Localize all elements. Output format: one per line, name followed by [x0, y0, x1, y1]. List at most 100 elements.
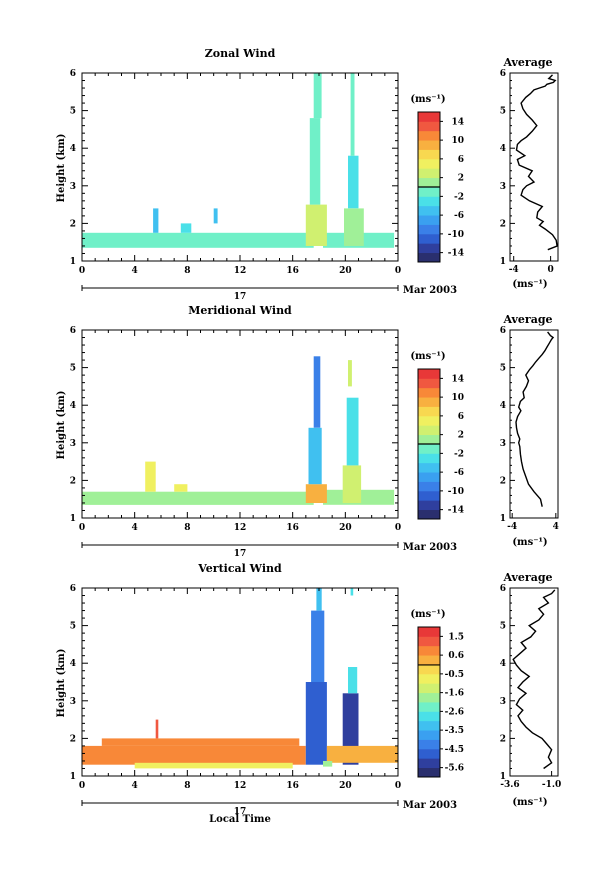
heatmap-cell: [213, 208, 218, 224]
colorbar-swatch: [418, 636, 440, 647]
colorbar-swatch: [418, 415, 440, 426]
date-label: Mar 2003: [403, 285, 457, 296]
average-y-tick-label: 6: [500, 69, 506, 79]
y-tick-label: 3: [70, 697, 76, 707]
average-y-tick-label: 6: [500, 326, 506, 336]
colorbar-swatch: [418, 692, 440, 703]
heatmap-cell: [180, 223, 192, 233]
heatmap-cell: [82, 745, 306, 765]
x-tick-label: 16: [286, 781, 299, 791]
x-tick-label: 12: [234, 266, 247, 276]
average-y-tick-label: 3: [500, 439, 506, 449]
heatmap-cell: [313, 73, 322, 119]
y-axis-label: Height (km): [56, 649, 67, 718]
average-x-tick-label: 4: [553, 522, 559, 532]
colorbar-tick-label: -14: [448, 249, 464, 259]
colorbar-tick-label: -10: [448, 230, 464, 240]
x-tick-label: 20: [339, 266, 352, 276]
x-tick-label: 0: [395, 781, 401, 791]
chart-title: Meridional Wind: [188, 304, 292, 317]
colorbar-swatch: [418, 233, 440, 244]
average-y-tick-label: 5: [500, 622, 506, 632]
colorbar-tick-label: -2.6: [445, 707, 464, 717]
x-tick-label: 8: [184, 523, 190, 533]
heatmap-cell: [348, 667, 358, 694]
average-y-tick-label: 3: [500, 697, 506, 707]
colorbar-swatch: [418, 205, 440, 216]
heatmap-cell: [313, 356, 321, 428]
colorbar-swatch: [418, 187, 440, 197]
average-title: Average: [502, 56, 552, 69]
y-tick-label: 5: [70, 107, 76, 117]
x-tick-label: 0: [79, 781, 85, 791]
colorbar-swatch: [418, 149, 440, 160]
heatmap-cell: [342, 465, 362, 503]
colorbar-tick-label: -14: [448, 506, 464, 516]
x-tick-label: 20: [339, 523, 352, 533]
heatmap-cell: [305, 682, 327, 765]
colorbar-swatch: [418, 252, 440, 263]
average-profile-line: [515, 74, 558, 251]
colorbar-tick-label: -10: [448, 487, 464, 497]
average-y-tick-label: 4: [500, 144, 506, 154]
colorbar-swatch: [418, 224, 440, 235]
average-profile-line: [512, 589, 556, 770]
date-label: Mar 2003: [403, 542, 457, 553]
average-y-tick-label: 1: [500, 772, 506, 782]
zonal-wind-panel: Zonal Wind Average Height (km) (ms⁻¹) Ma…: [56, 47, 559, 302]
average-y-tick-label: 2: [500, 734, 506, 744]
colorbar-swatch: [418, 481, 440, 492]
colorbar-swatch: [418, 673, 440, 684]
heatmap-cell: [174, 484, 188, 492]
colorbar-tick-label: -6: [454, 468, 464, 478]
average-y-tick-label: 4: [500, 659, 506, 669]
x-tick-label: 4: [132, 266, 138, 276]
x-tick-label: 20: [339, 781, 352, 791]
heatmap-layer: [82, 588, 398, 769]
y-tick-label: 4: [70, 144, 76, 154]
colorbar-tick-label: 10: [451, 136, 464, 146]
x-tick-label: 0: [395, 266, 401, 276]
colorbar-tick-label: -5.6: [445, 764, 464, 774]
y-tick-label: 1: [70, 514, 76, 524]
colorbar-swatch: [418, 121, 440, 132]
colorbar-swatch: [418, 490, 440, 501]
colorbar-swatch: [418, 168, 440, 179]
heatmap-layer: [82, 73, 395, 248]
colorbar-tick-label: 6: [458, 412, 464, 422]
colorbar-swatch: [418, 406, 440, 417]
y-tick-label: 2: [70, 219, 76, 229]
colorbar-swatch: [418, 509, 440, 520]
colorbar-tick-label: 2: [458, 431, 464, 441]
colorbar-tick-label: 0.6: [448, 651, 464, 661]
day-label: 17: [234, 549, 247, 559]
colorbar-tick-label: 14: [451, 117, 464, 127]
colorbar-tick-label: -4.5: [445, 745, 464, 755]
average-x-tick-label: -3.6: [500, 780, 519, 790]
colorbar-tick-label: 1.5: [448, 632, 464, 642]
heatmap-cell: [134, 762, 293, 769]
average-y-tick-label: 3: [500, 182, 506, 192]
colorbar-tick-label: 10: [451, 393, 464, 403]
heatmap-cell: [82, 232, 314, 248]
colorbar-swatch: [418, 215, 440, 225]
heatmap-cell: [344, 208, 364, 246]
colorbar-tick-label: -0.5: [445, 670, 464, 680]
colorbar-swatch: [418, 158, 440, 169]
colorbar-swatch: [418, 748, 440, 759]
colorbar-swatch: [418, 720, 440, 731]
colorbar-swatch: [418, 140, 440, 150]
average-frame: [509, 72, 559, 262]
date-label: Mar 2003: [403, 800, 457, 811]
y-tick-label: 3: [70, 182, 76, 192]
heatmap-cell: [101, 738, 300, 746]
colorbar-swatch: [418, 130, 440, 141]
colorbar-swatch: [418, 739, 440, 750]
x-tick-label: 4: [132, 781, 138, 791]
heatmap-cell: [350, 588, 354, 596]
colorbar-swatch: [418, 702, 440, 712]
y-tick-label: 1: [70, 772, 76, 782]
average-x-tick-label: -4: [509, 265, 519, 275]
colorbar-swatch: [418, 387, 440, 398]
